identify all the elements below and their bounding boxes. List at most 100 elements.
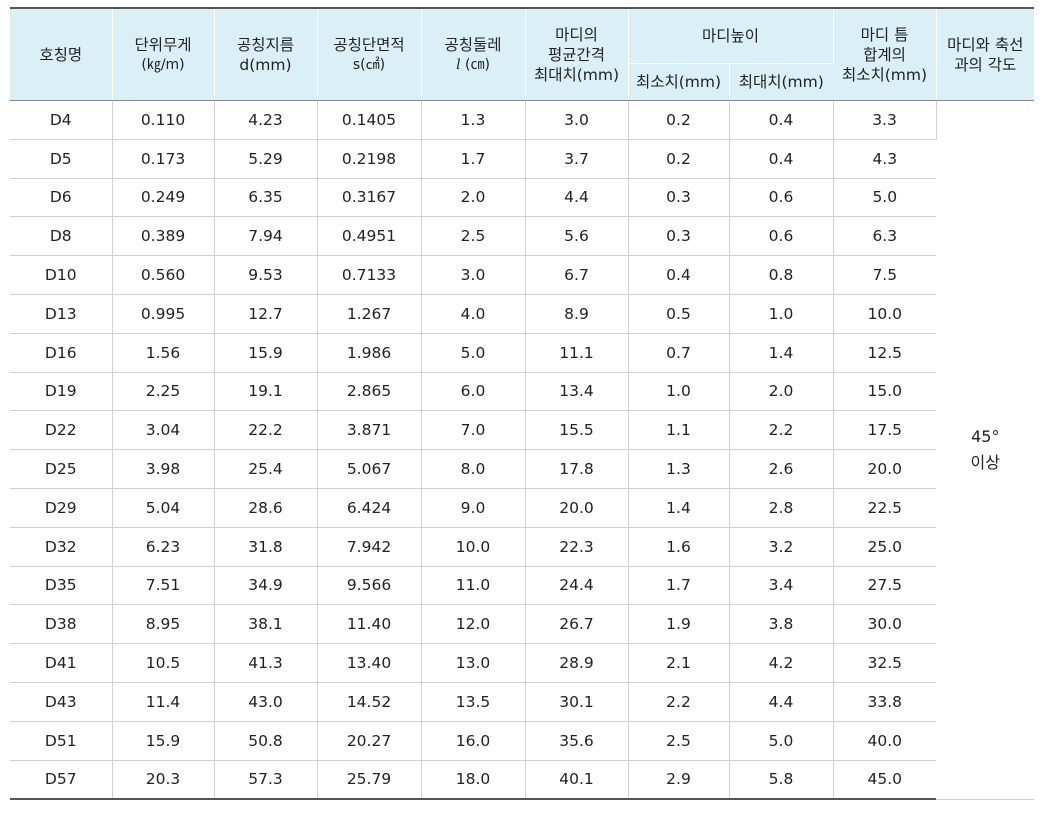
cell-nominal-perimeter: 1.3	[421, 100, 526, 140]
cell-rib-height-min: 1.9	[628, 604, 730, 645]
cell-nominal-perimeter: 13.5	[421, 682, 526, 722]
cell-name: D32	[10, 527, 113, 567]
cell-name: D16	[10, 333, 113, 373]
table-row: D22 3.04 22.2 3.871 7.0 15.5 1.1 2.2 17.5	[10, 410, 1034, 451]
cell-unit-weight: 0.173	[112, 139, 215, 179]
header-name-label: 호칭명	[39, 45, 83, 64]
cell-nominal-area: 11.40	[317, 604, 422, 645]
cell-rib-height-min: 1.0	[628, 372, 730, 412]
cell-rib-spacing: 24.4	[525, 566, 629, 606]
cell-nominal-perimeter: 2.0	[421, 178, 526, 218]
header-nominal-diameter-unit: d(mm)	[239, 55, 292, 74]
cell-unit-weight: 1.56	[112, 333, 215, 373]
cell-rib-height-min: 0.5	[628, 294, 730, 334]
cell-rib-height-max: 2.2	[729, 410, 834, 451]
cell-rib-gap: 27.5	[833, 566, 937, 606]
cell-name: D19	[10, 372, 113, 412]
header-rib-gap-line1: 마디 틈	[860, 25, 909, 44]
cell-rib-height-min: 1.7	[628, 566, 730, 606]
cell-nominal-perimeter: 7.0	[421, 410, 526, 451]
header-rib-angle-line2: 과의 각도	[954, 55, 1017, 74]
cell-rib-spacing: 13.4	[525, 372, 629, 412]
header-rib-angle: 마디와 축선 과의 각도	[936, 7, 1035, 101]
cell-nominal-diameter: 22.2	[214, 410, 318, 451]
cell-unit-weight: 11.4	[112, 682, 215, 722]
table-row: D32 6.23 31.8 7.942 10.0 22.3 1.6 3.2 25.0	[10, 527, 1034, 567]
cell-rib-gap: 15.0	[833, 372, 937, 412]
cell-rib-gap: 32.5	[833, 643, 937, 683]
cell-rib-height-max: 0.4	[729, 100, 834, 140]
cell-rib-spacing: 6.7	[525, 255, 629, 295]
cell-nominal-perimeter: 16.0	[421, 721, 526, 761]
cell-rib-height-max: 0.4	[729, 139, 834, 179]
cell-nominal-diameter: 41.3	[214, 643, 318, 683]
header-name: 호칭명	[10, 7, 113, 101]
cell-nominal-perimeter: 3.0	[421, 255, 526, 295]
cell-rib-height-max: 0.6	[729, 216, 834, 257]
cell-unit-weight: 0.110	[112, 100, 215, 140]
cell-rib-gap: 33.8	[833, 682, 937, 722]
header-rib-spacing-line1: 마디의	[555, 25, 598, 44]
cell-nominal-area: 1.986	[317, 333, 422, 373]
table-row: D35 7.51 34.9 9.566 11.0 24.4 1.7 3.4 27.5	[10, 566, 1034, 606]
cell-rib-gap: 45.0	[833, 760, 937, 801]
cell-rib-angle-line2: 이상	[970, 452, 1000, 472]
cell-nominal-perimeter: 8.0	[421, 449, 526, 489]
cell-nominal-diameter: 5.29	[214, 139, 318, 179]
cell-rib-gap: 3.3	[833, 100, 937, 140]
cell-name: D22	[10, 410, 113, 451]
cell-rib-height-min: 1.3	[628, 449, 730, 489]
cell-rib-spacing: 20.0	[525, 488, 629, 528]
cell-unit-weight: 3.98	[112, 449, 215, 489]
cell-unit-weight: 0.389	[112, 216, 215, 257]
cell-nominal-perimeter: 6.0	[421, 372, 526, 412]
table-row: D43 11.4 43.0 14.52 13.5 30.1 2.2 4.4 33.8	[10, 682, 1034, 722]
header-nominal-diameter: 공칭지름 d(mm)	[214, 7, 318, 101]
cell-rib-gap: 30.0	[833, 604, 937, 645]
cell-name: D5	[10, 139, 113, 179]
cell-nominal-diameter: 19.1	[214, 372, 318, 412]
cell-rib-height-min: 0.2	[628, 139, 730, 179]
cell-unit-weight: 5.04	[112, 488, 215, 528]
cell-nominal-diameter: 12.7	[214, 294, 318, 334]
cell-nominal-diameter: 25.4	[214, 449, 318, 489]
header-rib-spacing-line2: 평균간격	[547, 45, 606, 64]
cell-rib-gap: 17.5	[833, 410, 937, 451]
table-row: D4 0.110 4.23 0.1405 1.3 3.0 0.2 0.4 3.3 45° 이상	[10, 100, 1035, 800]
cell-nominal-perimeter: 18.0	[421, 760, 526, 801]
cell-nominal-diameter: 43.0	[214, 682, 318, 722]
cell-rib-height-max: 3.4	[729, 566, 834, 606]
cell-nominal-diameter: 4.23	[214, 100, 318, 140]
cell-name: D10	[10, 255, 113, 295]
header-nominal-perimeter-unit: (㎝)	[465, 56, 490, 73]
header-nominal-perimeter: 공칭둘레 l (㎝)	[421, 7, 526, 101]
cell-name: D4	[10, 100, 113, 140]
cell-rib-spacing: 17.8	[525, 449, 629, 489]
cell-rib-height-max: 0.6	[729, 178, 834, 218]
cell-rib-spacing: 4.4	[525, 178, 629, 218]
cell-rib-gap: 4.3	[833, 139, 937, 179]
header-rib-height-min: 최소치(mm)	[628, 63, 730, 101]
cell-rib-height-min: 1.1	[628, 410, 730, 451]
cell-nominal-area: 7.942	[317, 527, 422, 567]
cell-nominal-diameter: 28.6	[214, 488, 318, 528]
cell-rib-height-min: 2.9	[628, 760, 730, 801]
table-row: D6 0.249 6.35 0.3167 2.0 4.4 0.3 0.6 5.0	[10, 178, 1034, 218]
cell-nominal-perimeter: 9.0	[421, 488, 526, 528]
cell-nominal-diameter: 9.53	[214, 255, 318, 295]
header-unit-weight: 단위무게 (㎏/m)	[112, 7, 215, 101]
cell-name: D41	[10, 643, 113, 683]
cell-rib-gap: 25.0	[833, 527, 937, 567]
cell-rib-height-min: 1.6	[628, 527, 730, 567]
table-row: D41 10.5 41.3 13.40 13.0 28.9 2.1 4.2 32.5	[10, 643, 1034, 683]
cell-rib-angle: 45° 이상	[936, 100, 1035, 800]
cell-nominal-area: 0.1405	[317, 100, 422, 140]
cell-rib-gap: 7.5	[833, 255, 937, 295]
cell-nominal-perimeter: 10.0	[421, 527, 526, 567]
cell-nominal-area: 13.40	[317, 643, 422, 683]
header-rib-gap: 마디 틈 합계의 최소치(mm)	[833, 7, 937, 101]
cell-rib-height-min: 2.5	[628, 721, 730, 761]
cell-rib-height-max: 1.0	[729, 294, 834, 334]
cell-nominal-perimeter: 11.0	[421, 566, 526, 606]
cell-rib-height-max: 1.4	[729, 333, 834, 373]
